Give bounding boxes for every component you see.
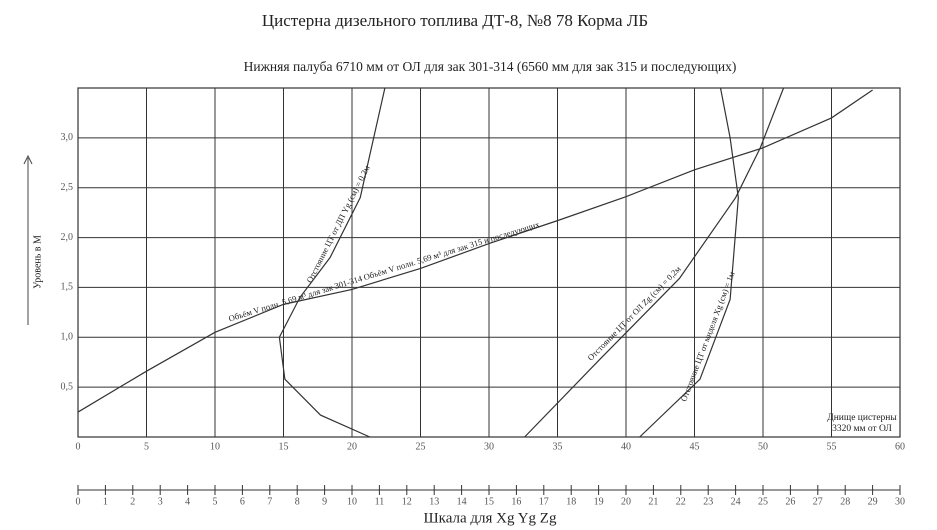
x2-tick-label: 24 [731,496,741,507]
x2-axis-label: Шкала для Xg Yg Zg [424,510,557,526]
x-tick-label: 0 [76,441,81,452]
x2-tick-label: 13 [429,496,439,507]
x2-tick-label: 27 [813,496,823,507]
x2-tick-label: 25 [758,496,768,507]
series-label: Объём V полн. 5,69 м³ для зак 301-314 Об… [227,219,541,324]
x2-tick-label: 7 [267,496,272,507]
x2-tick-label: 21 [648,496,658,507]
y-tick-label: 2,0 [61,232,74,243]
curve [524,87,785,438]
x2-tick-label: 1 [103,496,108,507]
x2-tick-label: 30 [895,496,905,507]
x2-tick-label: 11 [375,496,385,507]
x-tick-label: 25 [416,441,426,452]
annotation: 3320 мм от ОЛ [832,424,892,434]
x2-tick-label: 15 [484,496,494,507]
x2-tick-label: 29 [868,496,878,507]
x2-tick-label: 20 [621,496,631,507]
x2-tick-label: 18 [566,496,576,507]
x2-tick-label: 12 [402,496,412,507]
x-tick-label: 20 [347,441,357,452]
x-tick-label: 60 [895,441,905,452]
x-tick-label: 10 [210,441,220,452]
y-axis-label: Уровень в М [32,235,43,289]
x2-tick-label: 5 [213,496,218,507]
chart-subtitle: Нижняя палуба 6710 мм от ОЛ для зак 301-… [244,59,737,74]
x-tick-label: 35 [553,441,563,452]
x2-tick-label: 8 [295,496,300,507]
x2-tick-label: 10 [347,496,357,507]
x2-tick-label: 2 [130,496,135,507]
x2-tick-label: 14 [457,496,467,507]
x2-tick-label: 0 [76,496,81,507]
x2-tick-label: 28 [840,496,850,507]
x2-tick-label: 16 [511,496,521,507]
series-label: Отстояние ЦТ от миделя Xg (см) = 1м [678,270,736,403]
y-tick-label: 3,0 [61,132,74,143]
x-tick-label: 5 [144,441,149,452]
x-tick-label: 45 [690,441,700,452]
x2-tick-label: 4 [185,496,190,507]
x-tick-label: 50 [758,441,768,452]
y-axis-arrowhead [23,154,33,165]
annotation: Днище цистерны [827,413,897,423]
x-tick-label: 30 [484,441,494,452]
x2-tick-label: 6 [240,496,245,507]
y-tick-label: 1,0 [61,332,74,343]
y-tick-label: 0,5 [61,381,74,392]
x-tick-label: 40 [621,441,631,452]
series-label: Отстояние ЦТ от ОЛ Zg (см) = 0,2м [585,263,683,362]
x2-tick-label: 3 [158,496,163,507]
x2-tick-label: 26 [785,496,795,507]
curve [77,89,873,413]
x2-tick-label: 22 [676,496,686,507]
x-tick-label: 15 [279,441,289,452]
x-tick-label: 55 [827,441,837,452]
curve [278,87,386,438]
series-label: Отстояние ЦТ от ДП Yg (см) = 0,2м [304,163,372,284]
chart-title: Цистерна дизельного топлива ДТ-8, №8 78 … [262,11,648,30]
x2-tick-label: 9 [322,496,327,507]
x2-tick-label: 23 [703,496,713,507]
x2-tick-label: 19 [594,496,604,507]
x2-tick-label: 17 [539,496,549,507]
curve [639,87,739,438]
y-tick-label: 2,5 [61,182,74,193]
y-tick-label: 1,5 [61,282,74,293]
